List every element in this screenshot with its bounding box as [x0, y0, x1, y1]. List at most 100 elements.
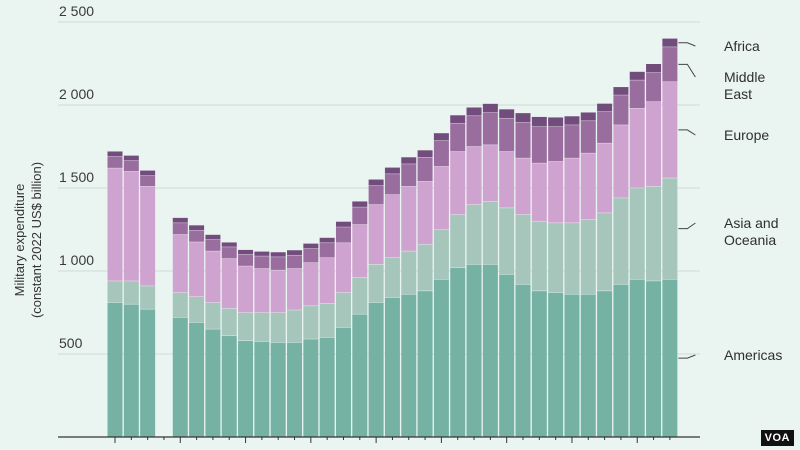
legend-label: Europe	[724, 127, 769, 143]
bar-segment	[482, 112, 498, 145]
bar-segment	[335, 227, 351, 243]
legend-label: Middle	[724, 69, 765, 85]
bar-segment	[368, 185, 384, 205]
bar-segment	[107, 151, 123, 157]
bar-segment	[580, 153, 596, 220]
y-tick-label: 1 000	[59, 252, 94, 268]
bar-segment	[548, 117, 564, 127]
bar-segment	[205, 251, 221, 303]
y-tick-label: 1 500	[59, 169, 94, 185]
bar-segment	[189, 322, 205, 437]
bar-segment	[287, 255, 303, 269]
bar-segment	[189, 241, 205, 297]
legend-label: Americas	[724, 347, 782, 363]
bar-segment	[515, 214, 531, 285]
bar-segment	[433, 229, 449, 280]
bar-segment	[499, 109, 515, 119]
legend-label: Oceania	[724, 232, 776, 248]
bar-segment	[368, 179, 384, 186]
bar-segment	[580, 120, 596, 154]
bar-segment	[238, 312, 254, 341]
bar-segment	[238, 340, 254, 437]
legend-label: Asia and	[724, 215, 778, 231]
bar-segment	[319, 242, 335, 258]
bar-segment	[123, 171, 139, 281]
bar-segment	[319, 303, 335, 338]
bar-segment	[107, 156, 123, 169]
y-axis-title-line-1: Military expenditure	[12, 184, 27, 297]
bar-segment	[107, 168, 123, 281]
bar-segment	[123, 160, 139, 172]
bar-segment	[270, 312, 286, 343]
bar-segment	[205, 234, 221, 240]
bar-segment	[662, 46, 678, 82]
bar-segment	[287, 268, 303, 311]
bar-segment	[662, 279, 678, 437]
bar-segment	[531, 163, 547, 222]
y-tick-label: 2 500	[59, 3, 94, 19]
bar-segment	[254, 268, 270, 313]
voa-watermark: VOA	[760, 430, 794, 446]
bar-segment	[303, 243, 319, 249]
bar-segment	[482, 144, 498, 202]
bar-segment	[287, 342, 303, 437]
bar-segment	[613, 95, 629, 125]
bar-segment	[189, 225, 205, 231]
bar-segment	[613, 197, 629, 285]
bar-segment	[303, 305, 319, 340]
bar-segment	[433, 279, 449, 437]
bar-segment	[238, 254, 254, 267]
y-axis-title-line-2: (constant 2022 US$ billion)	[29, 162, 44, 318]
bar-segment	[368, 264, 384, 303]
bar-segment	[433, 140, 449, 167]
bar-segment	[548, 292, 564, 437]
bar-segment	[107, 280, 123, 303]
legend-label: Africa	[724, 38, 760, 54]
bar-segment	[662, 81, 678, 179]
axes	[58, 436, 700, 443]
bar-segment	[531, 116, 547, 127]
bar-segment	[172, 234, 188, 293]
bar-segment	[172, 217, 188, 223]
bar-segment	[597, 290, 613, 437]
bar-segment	[140, 175, 156, 187]
bar-segment	[384, 173, 400, 195]
bar-segment	[140, 285, 156, 310]
bar-segment	[646, 72, 662, 102]
legend-leader-line	[678, 42, 696, 47]
bar-segment	[384, 257, 400, 298]
bar-segment	[287, 250, 303, 256]
bar-segment	[401, 163, 417, 187]
bar-segment	[466, 146, 482, 205]
bar-segment	[433, 133, 449, 141]
bar-segment	[221, 335, 237, 437]
bar-segment	[515, 122, 531, 159]
bars	[107, 38, 678, 437]
bar-segment	[597, 111, 613, 144]
bar-segment	[172, 222, 188, 235]
bar-segment	[238, 249, 254, 255]
bar-segment	[417, 244, 433, 291]
y-tick-label: 2 000	[59, 86, 94, 102]
bar-segment	[270, 252, 286, 257]
legend-leader-line	[678, 63, 696, 78]
bar-segment	[646, 280, 662, 437]
bar-segment	[368, 302, 384, 437]
bar-segment	[531, 221, 547, 291]
bar-segment	[564, 116, 580, 125]
bar-segment	[613, 124, 629, 198]
bar-segment	[303, 339, 319, 437]
bar-segment	[140, 170, 156, 176]
bar-segment	[254, 256, 270, 269]
bar-segment	[580, 112, 596, 121]
bar-segment	[401, 157, 417, 164]
bar-segment	[564, 124, 580, 159]
bar-segment	[580, 219, 596, 295]
bar-segment	[548, 222, 564, 293]
bar-segment	[319, 337, 335, 437]
bar-segment	[613, 284, 629, 437]
legend-leader-line	[678, 354, 696, 359]
bar-segment	[287, 310, 303, 343]
